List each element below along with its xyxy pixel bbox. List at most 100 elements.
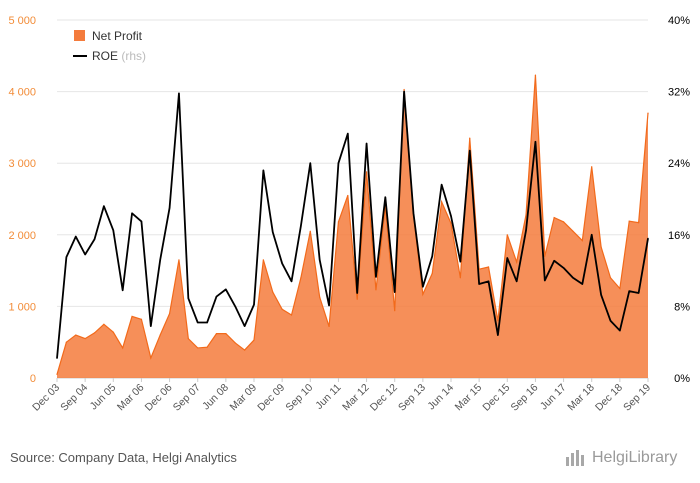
- net-profit-point: [197, 347, 199, 349]
- roe-point: [112, 229, 114, 231]
- x-tick-label: Sep 10: [283, 382, 315, 414]
- net-profit-point: [122, 347, 124, 349]
- roe-point: [150, 325, 152, 327]
- net-profit-point: [262, 259, 264, 261]
- net-profit-point: [272, 291, 274, 293]
- roe-point: [506, 257, 508, 259]
- roe-point: [516, 280, 518, 282]
- roe-point: [178, 92, 180, 94]
- x-tick-label: Dec 12: [368, 382, 400, 414]
- x-tick-label: Dec 09: [255, 382, 287, 414]
- chart: 0 1 000 2 000 3 000 4 000 5 000 0% 8% 16% 24% 32%…: [8, 15, 690, 414]
- roe-point: [619, 329, 621, 332]
- source-note: Source: Company Data, Helgi Analytics: [10, 450, 237, 465]
- net-profit-point: [469, 137, 471, 139]
- x-tick-label: Mar 09: [228, 382, 260, 414]
- x-tick-label: Jun 14: [425, 382, 456, 413]
- roe-point: [300, 225, 302, 227]
- net-profit-point: [319, 296, 321, 298]
- roe-point: [84, 253, 86, 256]
- net-profit-point: [506, 234, 508, 236]
- x-tick-label: Dec 06: [143, 382, 175, 414]
- net-profit-point: [244, 349, 246, 351]
- roe-point: [347, 133, 349, 135]
- net-profit-point: [600, 246, 602, 248]
- net-profit-point: [253, 339, 255, 341]
- x-tick-label: Mar 15: [453, 382, 485, 414]
- roe-point: [422, 286, 424, 288]
- roe-point: [319, 259, 321, 261]
- net-profit-point: [525, 214, 527, 216]
- roe-point: [534, 141, 537, 143]
- net-profit-point: [281, 308, 283, 310]
- net-profit-point: [215, 333, 218, 335]
- net-profit-point: [487, 266, 490, 268]
- right-tick-label: 16%: [668, 230, 690, 242]
- net-profit-point: [609, 277, 612, 279]
- net-profit-point: [534, 74, 537, 76]
- x-tick-label: Mar 18: [565, 382, 597, 414]
- net-profit-point: [75, 334, 77, 336]
- brand-name: HelgiLibrary: [592, 449, 678, 466]
- x-tick-label: Jun 17: [538, 382, 569, 413]
- roe-point: [290, 280, 293, 282]
- legend-net-profit-swatch: [74, 30, 85, 41]
- net-profit-point: [150, 357, 152, 359]
- x-tick-label: Jun 05: [88, 382, 119, 413]
- roe-point: [206, 321, 208, 324]
- roe-point: [215, 295, 218, 298]
- net-profit-point: [187, 338, 189, 340]
- roe-point: [328, 304, 330, 307]
- legend-net-profit-label: Net Profit: [92, 29, 143, 43]
- roe-point: [309, 162, 311, 164]
- right-tick-label: 0%: [674, 373, 690, 385]
- x-tick-label: Dec 03: [30, 382, 62, 414]
- net-profit-point: [562, 221, 565, 223]
- net-profit-point: [422, 293, 424, 295]
- roe-point: [572, 277, 574, 279]
- x-tick-label: Mar 06: [115, 382, 147, 414]
- net-profit-point: [591, 166, 593, 168]
- net-profit-point: [403, 88, 405, 91]
- left-tick-label: 5 000: [8, 15, 36, 27]
- x-tick-label: Jun 11: [313, 382, 343, 412]
- left-tick-label: 0: [30, 373, 36, 385]
- roe-point: [131, 212, 133, 214]
- roe-point: [375, 276, 377, 278]
- x-tick-label: Mar 12: [340, 382, 372, 414]
- left-axis-ticks: 0 1 000 2 000 3 000 4 000 5 000: [8, 15, 36, 385]
- roe-point: [394, 291, 396, 293]
- roe-point: [65, 256, 67, 258]
- legend-roe-name: ROE: [92, 49, 118, 63]
- net-profit-point: [497, 320, 499, 322]
- net-profit-point: [103, 323, 105, 325]
- roe-point: [197, 321, 199, 324]
- roe-point: [225, 288, 227, 290]
- x-tick-label: Jun 08: [200, 382, 231, 413]
- right-tick-label: 24%: [668, 158, 690, 170]
- net-profit-point: [431, 272, 433, 275]
- net-profit-point: [93, 332, 96, 334]
- roe-point: [168, 207, 171, 209]
- net-profit-point: [450, 222, 452, 224]
- net-profit-area-layer: [56, 74, 649, 378]
- roe-point: [609, 320, 612, 322]
- roe-point: [103, 205, 105, 207]
- net-profit-point: [290, 314, 293, 316]
- roe-point: [487, 280, 490, 282]
- net-profit-point: [619, 287, 621, 290]
- roe-point: [600, 294, 602, 296]
- roe-point: [591, 234, 593, 236]
- roe-point: [337, 162, 340, 164]
- roe-point: [478, 283, 480, 285]
- roe-point: [122, 289, 124, 291]
- net-profit-point: [206, 346, 208, 348]
- roe-point: [431, 255, 433, 257]
- net-profit-point: [56, 373, 58, 376]
- x-tick-label: Sep 13: [396, 382, 428, 414]
- roe-point: [262, 169, 264, 171]
- roe-point: [75, 235, 77, 238]
- roe-point: [159, 259, 161, 261]
- left-tick-label: 1 000: [8, 301, 36, 313]
